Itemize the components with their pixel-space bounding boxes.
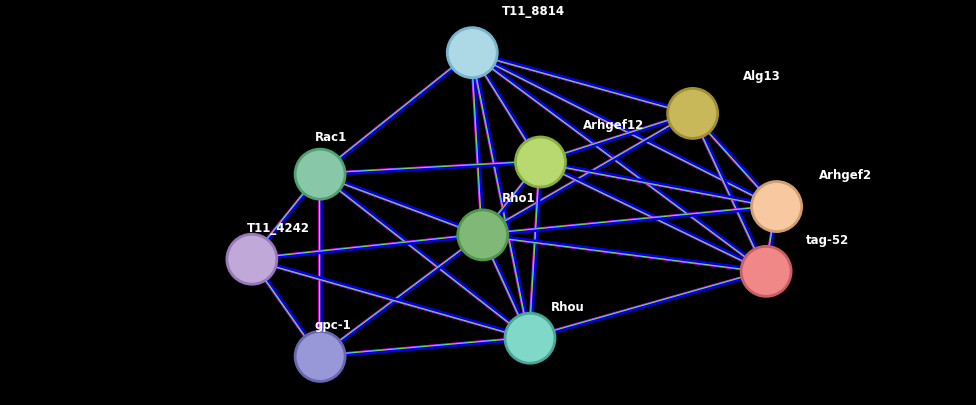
Ellipse shape <box>295 149 346 199</box>
Text: gpc-1: gpc-1 <box>315 319 351 332</box>
Text: Arhgef2: Arhgef2 <box>819 169 872 182</box>
Ellipse shape <box>741 246 792 296</box>
Text: Alg13: Alg13 <box>743 70 781 83</box>
Text: Arhgef12: Arhgef12 <box>583 119 644 132</box>
Text: Rho1: Rho1 <box>502 192 535 205</box>
Ellipse shape <box>668 88 717 139</box>
Ellipse shape <box>515 137 565 187</box>
Ellipse shape <box>226 234 277 284</box>
Text: T11_8814: T11_8814 <box>502 5 565 18</box>
Text: T11_4242: T11_4242 <box>247 222 309 235</box>
Ellipse shape <box>752 181 801 232</box>
Text: tag-52: tag-52 <box>806 234 849 247</box>
Ellipse shape <box>295 331 346 382</box>
Ellipse shape <box>447 28 497 78</box>
Text: Rhou: Rhou <box>551 301 585 314</box>
Ellipse shape <box>458 210 508 260</box>
Text: Rac1: Rac1 <box>315 131 347 144</box>
Ellipse shape <box>505 313 555 363</box>
